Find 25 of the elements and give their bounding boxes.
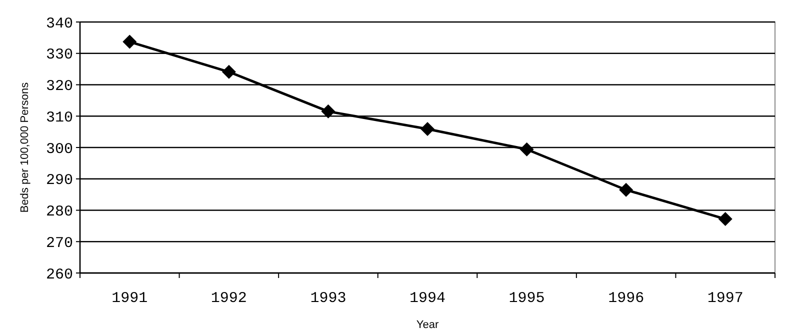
x-tick-label: 1993 (310, 290, 346, 307)
point (321, 104, 336, 118)
y-tick-label: 290 (46, 172, 73, 190)
y-tick-label: 330 (46, 46, 73, 64)
x-axis-title: Year (416, 319, 439, 331)
x-tick-label: 1991 (112, 290, 148, 307)
y-tick-label: 280 (46, 204, 73, 220)
x-tick-label: 1994 (409, 290, 446, 307)
y-tick-label: 310 (46, 109, 73, 126)
point (420, 122, 434, 136)
x-tick-label: 1996 (608, 290, 644, 307)
y-tick-label: 320 (46, 78, 73, 95)
point (122, 34, 137, 49)
y-axis-title: Beds per 100,000 Persons (19, 82, 31, 213)
x-tick-label: 1992 (210, 290, 247, 307)
point (222, 64, 236, 79)
point (718, 212, 732, 226)
x-tick-label: 1997 (707, 290, 744, 307)
y-tick-label: 260 (46, 266, 73, 284)
y-tick-label: 270 (46, 234, 73, 252)
x-tick-label: 1995 (508, 290, 545, 307)
y-tick-label: 340 (46, 15, 73, 32)
y-tick-label: 300 (46, 140, 73, 158)
point (619, 182, 634, 197)
point (520, 142, 534, 156)
